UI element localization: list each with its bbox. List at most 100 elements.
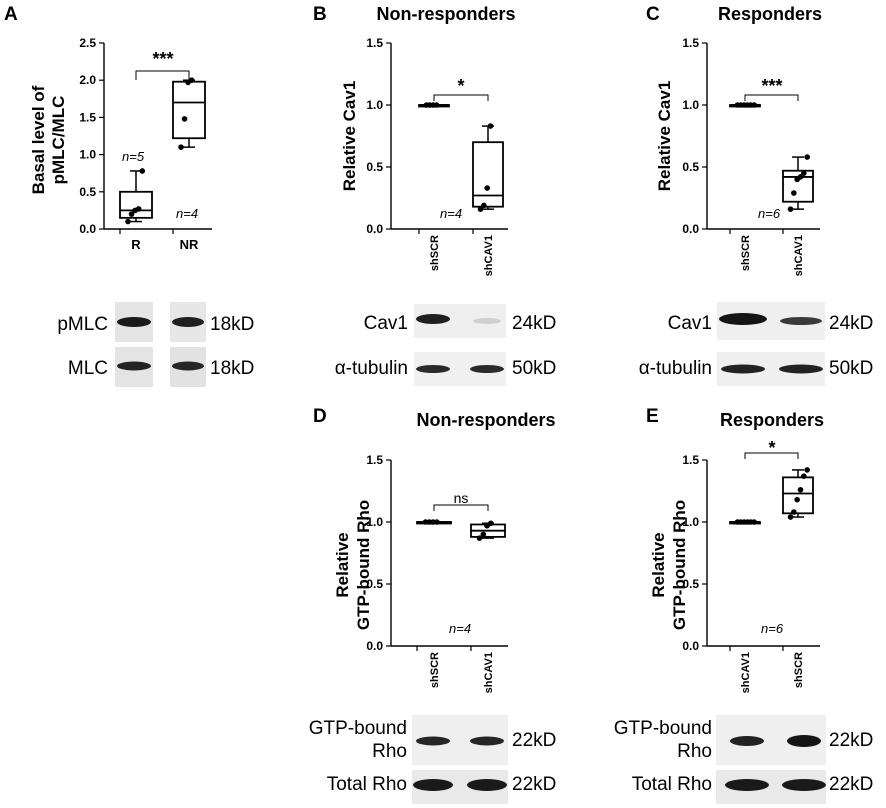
panel-c-data-point bbox=[797, 174, 804, 180]
panel-b-ytick-label: 1.0 bbox=[366, 98, 383, 112]
blot-e-band-2b bbox=[782, 779, 826, 791]
panel-b-ytick-label: 0.0 bbox=[366, 222, 383, 236]
panel-a-ylabel-line2: pMLC/MLC bbox=[49, 96, 68, 185]
panel-b-data-point bbox=[477, 206, 484, 212]
panel-d-ylabel-line2: GTP-bound Rho bbox=[354, 500, 373, 630]
panel-d-plot: 0.0 0.5 1.0 1.5 shSCR shCAV1 ns bbox=[366, 453, 508, 693]
panel-a-n-right: n=4 bbox=[176, 206, 198, 221]
panel-b-data-point bbox=[484, 185, 490, 191]
blot-b-size-2: 50kD bbox=[512, 358, 556, 379]
panel-d-data-point bbox=[488, 520, 494, 527]
blot-a-band-2a bbox=[117, 361, 151, 371]
blot-d: GTP-bound Rho Total Rho 22kD 22kD bbox=[309, 715, 556, 804]
panel-c-plot: 0.0 0.5 1.0 1.5 shSCR shCAV1 *** bbox=[682, 36, 820, 276]
panel-e-data-point bbox=[801, 473, 807, 479]
panel-e-data-point bbox=[804, 467, 810, 473]
blot-e-label-1a: GTP-bound bbox=[614, 718, 712, 739]
panel-a-category-label: NR bbox=[180, 237, 199, 252]
blot-b-band-2b bbox=[470, 365, 504, 373]
panel-e-ytick-label: 0.0 bbox=[682, 639, 699, 653]
panel-a-ytick-label: 0.0 bbox=[79, 222, 96, 236]
panel-e-plot: 0.0 0.5 1.0 1.5 shSCR shCAV1 * bbox=[682, 438, 820, 693]
blot-d-band-2a bbox=[413, 779, 453, 791]
panel-a-ytick-label: 2.5 bbox=[79, 36, 96, 50]
blot-d-label-2: Total Rho bbox=[327, 774, 407, 795]
panel-c-box bbox=[782, 169, 814, 203]
panel-c-data-point bbox=[751, 102, 757, 108]
blot-e-band-2a bbox=[725, 779, 769, 791]
panel-b-category-label: shCAV1 bbox=[483, 235, 495, 276]
panel-d-ytick-label: 1.0 bbox=[366, 515, 383, 529]
panel-d-significance-bracket bbox=[433, 504, 489, 511]
blot-d-band-2b bbox=[467, 779, 507, 791]
panel-e-ytick-label: 1.0 bbox=[682, 515, 699, 529]
panel-a-ylabel-line1: Basal level of bbox=[29, 85, 48, 194]
panel-e-ytick-label: 0.5 bbox=[682, 577, 699, 591]
blot-d-band-1b bbox=[470, 736, 504, 746]
blot-c-band-1b bbox=[780, 317, 822, 325]
blot-a-band-1b bbox=[172, 317, 204, 327]
panel-c-title: Responders bbox=[718, 4, 822, 24]
panel-b-label: B bbox=[313, 4, 327, 25]
blot-b: Cav1 α-tubulin 24kD 50kD bbox=[335, 304, 556, 386]
panel-e-category-label: shSCR bbox=[793, 652, 805, 688]
panel-c-n: n=6 bbox=[758, 206, 781, 221]
panel-a-n-left: n=5 bbox=[122, 149, 145, 164]
panel-c-significance-label: *** bbox=[761, 76, 782, 96]
panel-c-category-label: shSCR bbox=[740, 235, 752, 271]
blot-c-band-1a bbox=[719, 313, 767, 325]
panel-e: E Responders Relative GTP-bound Rho 0.00… bbox=[646, 406, 824, 693]
panel-b-n: n=4 bbox=[440, 206, 462, 221]
panel-a-data-point bbox=[188, 77, 195, 83]
blot-a-band-1a bbox=[117, 317, 151, 327]
panel-b-significance-bracket bbox=[433, 94, 489, 101]
panel-c-data-point bbox=[791, 190, 797, 196]
panel-a-label: A bbox=[4, 4, 18, 25]
panel-e-data-point bbox=[797, 486, 804, 493]
blot-c-label-1: Cav1 bbox=[668, 313, 712, 334]
panel-e-title: Responders bbox=[720, 410, 824, 430]
blot-c-size-2: 50kD bbox=[829, 358, 873, 379]
panel-a-ytick-label: 1.5 bbox=[79, 110, 96, 124]
panel-b-title: Non-responders bbox=[376, 4, 515, 24]
blot-d-size-1: 22kD bbox=[512, 730, 556, 751]
blot-e-label-1b: Rho bbox=[677, 741, 712, 762]
panel-b: B Non-responders Relative Cav1 0.0 0.5 1.0… bbox=[313, 4, 516, 276]
blot-a-label-1: pMLC bbox=[57, 314, 108, 335]
panel-a: A Basal level of pMLC/MLC 0.0 0.5 1.0 1.5 2.… bbox=[4, 4, 212, 252]
panel-d-n: n=4 bbox=[449, 621, 471, 636]
panel-d-title: Non-responders bbox=[416, 410, 555, 430]
panel-c-significance-bracket bbox=[744, 94, 799, 101]
panel-e-ylabel-line1: Relative bbox=[649, 532, 668, 597]
panel-a-box bbox=[119, 190, 153, 219]
panel-d-label: D bbox=[313, 406, 327, 427]
panel-e-label: E bbox=[646, 406, 659, 427]
blot-b-size-1: 24kD bbox=[512, 313, 556, 334]
panel-a-ytick-label: 0.5 bbox=[79, 185, 96, 199]
panel-c-ytick-label: 0.0 bbox=[682, 222, 699, 236]
panel-d: D Non-responders Relative GTP-bound Rho … bbox=[313, 406, 556, 693]
panel-b-data-point bbox=[487, 123, 494, 129]
blot-c: Cav1 α-tubulin 24kD 50kD bbox=[639, 302, 873, 386]
blot-d-label-1b: Rho bbox=[372, 741, 407, 762]
panel-b-data-point bbox=[481, 202, 487, 209]
blot-a: pMLC MLC 18kD 18kD bbox=[57, 302, 254, 387]
panel-c-label: C bbox=[646, 4, 660, 25]
blot-b-label-1: Cav1 bbox=[364, 313, 408, 334]
panel-a-data-point bbox=[128, 211, 135, 217]
panel-e-data-point bbox=[787, 514, 794, 520]
panel-a-data-point bbox=[135, 206, 142, 212]
blot-e-size-2: 22kD bbox=[829, 774, 873, 795]
blot-d-label-1a: GTP-bound bbox=[309, 718, 407, 739]
panel-a-plot: 0.0 0.5 1.0 1.5 2.0 2.5 R NR *** bbox=[79, 36, 212, 252]
panel-a-category-label: R bbox=[131, 237, 141, 252]
panel-e-box bbox=[782, 476, 814, 515]
panel-e-data-point bbox=[791, 509, 797, 515]
panel-c-ytick-label: 0.5 bbox=[682, 160, 699, 174]
blot-e-label-2: Total Rho bbox=[632, 774, 712, 795]
blot-d-band-1a bbox=[416, 736, 450, 746]
blot-e-band-1b bbox=[787, 735, 821, 747]
panel-c-ylabel: Relative Cav1 bbox=[655, 81, 674, 192]
panel-a-significance-bracket bbox=[135, 70, 190, 80]
panel-d-category-label: shCAV1 bbox=[483, 652, 495, 693]
